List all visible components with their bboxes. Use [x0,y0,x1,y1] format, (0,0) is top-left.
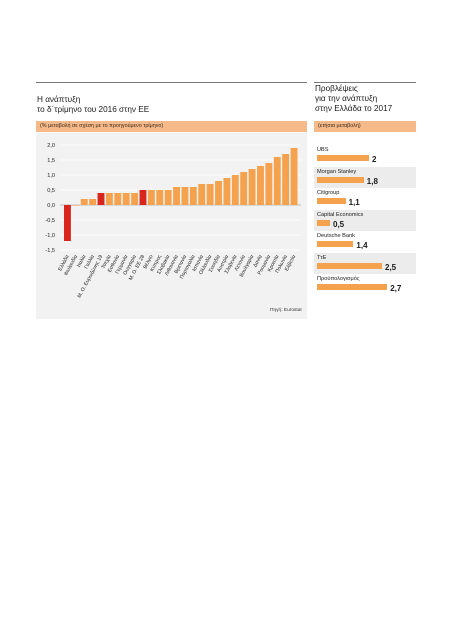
forecast-label: UBS [317,147,329,153]
left-chart-subtitle: (% μεταβολή σε σχέση με το προηγούμενο τ… [40,123,164,129]
bar [164,190,172,205]
bar [265,163,273,205]
bar [273,157,281,205]
forecast-value: 1,4 [356,241,368,250]
forecast-bar-list: UBS 2 Morgan Stanley 1,8 Citigroup 1,1 Capital… [314,133,416,293]
bar [240,172,248,205]
forecast-bar [317,241,354,247]
y-tick-label: 2,0 [47,143,55,149]
x-tick-label: Ιταλία [76,254,87,268]
y-tick-label: 0,0 [47,203,55,209]
bar [206,184,214,205]
left-chart-title: Η ανάπτυξη το δ΄τρίμηνο του 2016 στην ΕΕ [37,95,150,114]
forecast-label: Citigroup [317,190,340,196]
bar [248,169,256,205]
bar [290,148,298,205]
bar [223,178,231,205]
bar [147,190,155,205]
top-rule-right [314,82,416,83]
forecast-value: 2,5 [385,262,397,272]
forecast-bar [317,155,369,161]
growth-bar-chart: 2,01,51,00,50,0-0,5-1,0-1,5ΕλλάδαΦινλανδ… [45,143,301,299]
right-chart-subtitle: (ετήσια μεταβολή) [318,123,361,129]
bar [282,154,290,205]
bar [97,193,105,205]
left-chart-source: Πηγή: Eurostat [270,308,302,313]
forecast-label: Deutsche Bank [317,233,355,239]
bar [122,193,130,205]
bar [156,190,164,205]
bar [114,193,122,205]
y-tick-label: -0,5 [45,218,55,224]
bar [257,166,264,205]
top-rule-left [36,82,307,83]
bar [198,184,206,205]
left-subtitle-band: (% μεταβολή σε σχέση με το προηγούμενο τ… [36,121,307,132]
forecast-value: 2,7 [390,284,402,293]
forecast-value: 2 [372,155,377,164]
bar [231,175,239,205]
forecast-bar [317,176,364,183]
bar [89,199,97,205]
bar [64,205,71,241]
forecast-row-shade [314,166,416,188]
right-subtitle-band: (ετήσια μεταβολή) [314,121,416,132]
forecast-value: 1,8 [366,176,378,186]
bar [105,193,113,205]
left-chart-panel [36,133,307,319]
forecast-bar [317,219,330,226]
bar [173,187,180,205]
y-tick-label: -1,0 [45,233,55,239]
y-tick-label: -1,5 [45,248,55,254]
bar [139,190,147,205]
forecast-label: Capital Economics [317,211,364,218]
forecast-label: Morgan Stanley [317,168,357,175]
forecast-bar [317,284,388,290]
forecast-value: 0,5 [333,219,345,229]
forecast-row-shade [314,209,416,231]
bar [72,205,80,206]
forecast-label: ΤτΕ [317,254,327,261]
forecast-label: Προϋπολογισμός [317,276,360,282]
forecast-bar [317,198,346,204]
forecast-bar [317,262,382,269]
bar [80,199,88,205]
right-chart-title: Προβλέψεις για την ανάπτυξη στην Ελλάδα … [315,84,393,113]
y-tick-label: 1,0 [47,173,55,179]
bar [131,193,139,205]
y-tick-label: 1,5 [47,158,55,164]
x-tick-label: Δανία [252,254,263,268]
bar [181,187,189,205]
forecast-value: 1,1 [348,198,360,207]
bar [189,187,197,205]
bar [215,181,222,205]
y-tick-label: 0,5 [47,188,55,194]
